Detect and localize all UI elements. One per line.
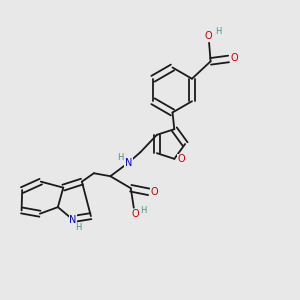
Text: O: O [231, 53, 239, 63]
Text: O: O [131, 209, 139, 219]
Text: N: N [69, 215, 76, 225]
Text: O: O [151, 187, 159, 197]
Text: H: H [215, 27, 221, 36]
Text: H: H [140, 206, 147, 215]
Text: H: H [117, 153, 123, 162]
Text: O: O [205, 31, 212, 41]
Text: H: H [75, 223, 82, 232]
Text: N: N [125, 158, 132, 168]
Text: O: O [177, 154, 185, 164]
